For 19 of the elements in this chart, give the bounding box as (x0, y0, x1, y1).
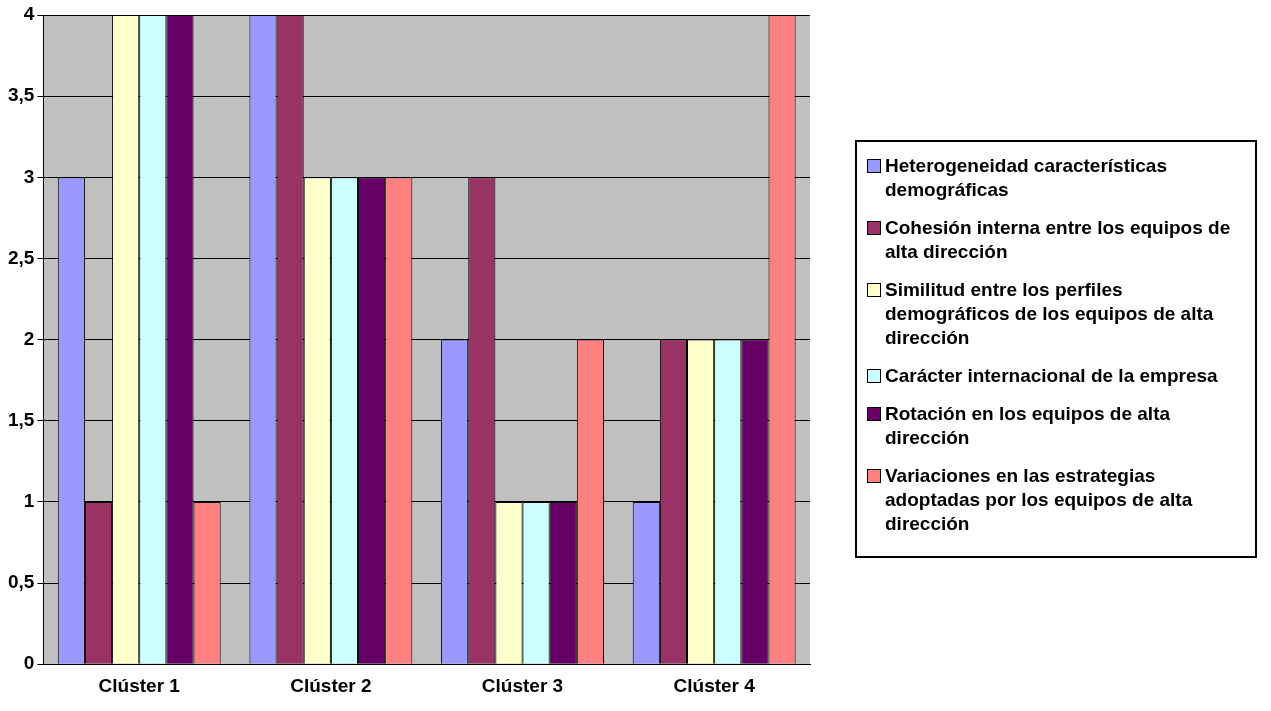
y-tick-label: 3 (23, 165, 35, 187)
legend-label: Variaciones en las estrategias adoptadas por los equipos de alta dirección (885, 464, 1194, 536)
y-tick-label: 2,5 (7, 246, 35, 268)
x-tick-label: Clúster 1 (98, 674, 181, 696)
y-tick-label: 0,5 (7, 571, 35, 593)
legend-label: Carácter internacional de la empresa (885, 364, 1218, 388)
y-tick-label: 2 (23, 327, 35, 349)
x-tick-label: Clúster 2 (290, 674, 372, 696)
legend-label: Heterogeneidad características demográficas (885, 154, 1168, 202)
y-tick-label: 1 (23, 490, 35, 512)
x-tick-label: Clúster 3 (481, 674, 564, 696)
x-tick-label: Clúster 4 (673, 674, 756, 696)
legend-label: Rotación en los equipos de alta dirección (885, 402, 1172, 450)
y-tick-label: 3,5 (7, 84, 35, 106)
y-tick-label: 4 (23, 3, 35, 25)
legend-label: Similitud entre los perfiles demográficos de los equipos de alta dirección (885, 278, 1215, 350)
legend-label: Cohesión interna entre los equipos de alta dirección (885, 216, 1232, 264)
y-tick-label: 1,5 (7, 408, 35, 430)
y-tick-label: 0 (23, 652, 35, 674)
